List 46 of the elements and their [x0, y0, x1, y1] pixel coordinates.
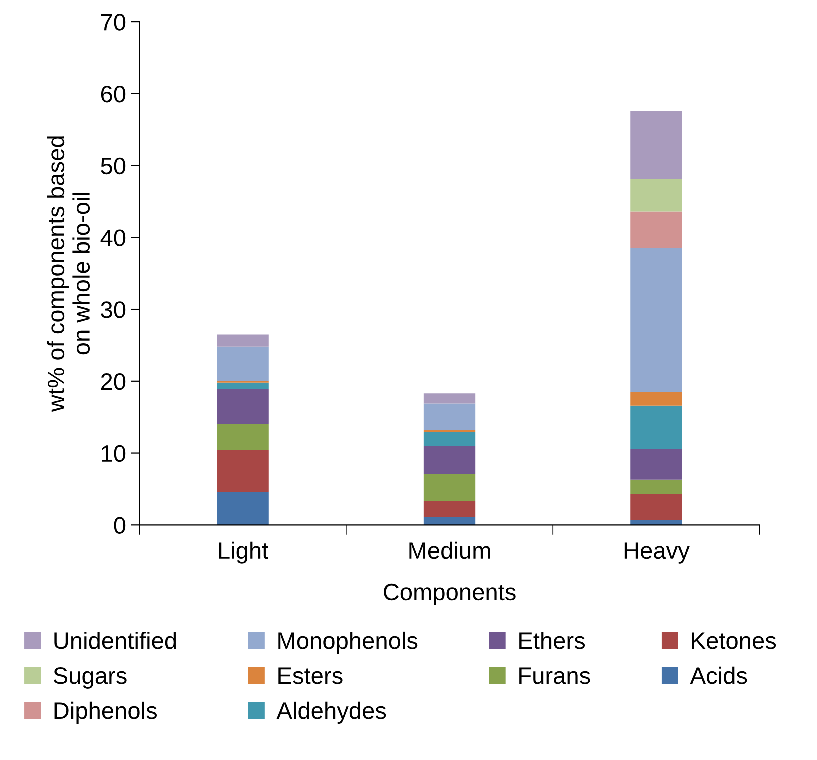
bar	[630, 179, 682, 212]
x-tick-label: Light	[219, 542, 268, 564]
bar	[424, 432, 476, 446]
bar	[630, 392, 682, 406]
legend-label: Esters	[278, 668, 343, 684]
bar	[424, 501, 476, 518]
bar	[630, 494, 682, 520]
bar	[217, 424, 269, 450]
legend-label: Acids	[690, 666, 748, 684]
legend-label: Aldehydes	[276, 702, 386, 724]
x-tick-label: Heavy	[624, 542, 690, 564]
legend-label: Diphenols	[54, 702, 158, 724]
y-tick-label: 70	[101, 14, 126, 31]
y-tick-label: 50	[101, 158, 126, 175]
bar	[424, 404, 476, 430]
bar	[217, 492, 269, 526]
bar	[630, 480, 682, 494]
bar	[630, 212, 682, 248]
y-tick-label: 0	[114, 517, 126, 534]
y-tick-label: 20	[101, 373, 126, 390]
bar	[630, 448, 682, 480]
x-tick-label: Medium	[410, 542, 490, 560]
y-axis-title: wt% of components based on whole bio-oil	[47, 136, 90, 412]
x-axis-title: Components	[384, 584, 516, 606]
bar	[630, 248, 682, 392]
bar	[630, 406, 682, 449]
legend-label: Monophenols	[278, 632, 418, 654]
bar	[217, 450, 269, 492]
bar	[630, 520, 682, 526]
y-tick-label: 30	[101, 302, 126, 318]
bar	[630, 111, 682, 180]
bar	[424, 446, 476, 474]
bar	[424, 394, 476, 404]
y-tick-label: 40	[100, 230, 126, 246]
legend-label: Ketones	[692, 632, 776, 650]
bar	[217, 382, 269, 390]
y-tick-label: 10	[102, 445, 126, 462]
legend-label: Ethers	[520, 632, 586, 650]
bar	[424, 474, 476, 502]
y-tick-label: 60	[101, 86, 126, 103]
bar	[217, 334, 269, 347]
bar	[217, 389, 269, 425]
legend-label: Sugars	[54, 668, 127, 689]
bar	[217, 346, 269, 382]
legend-label: Unidentified	[54, 632, 176, 650]
legend-label: Furans	[520, 668, 590, 684]
